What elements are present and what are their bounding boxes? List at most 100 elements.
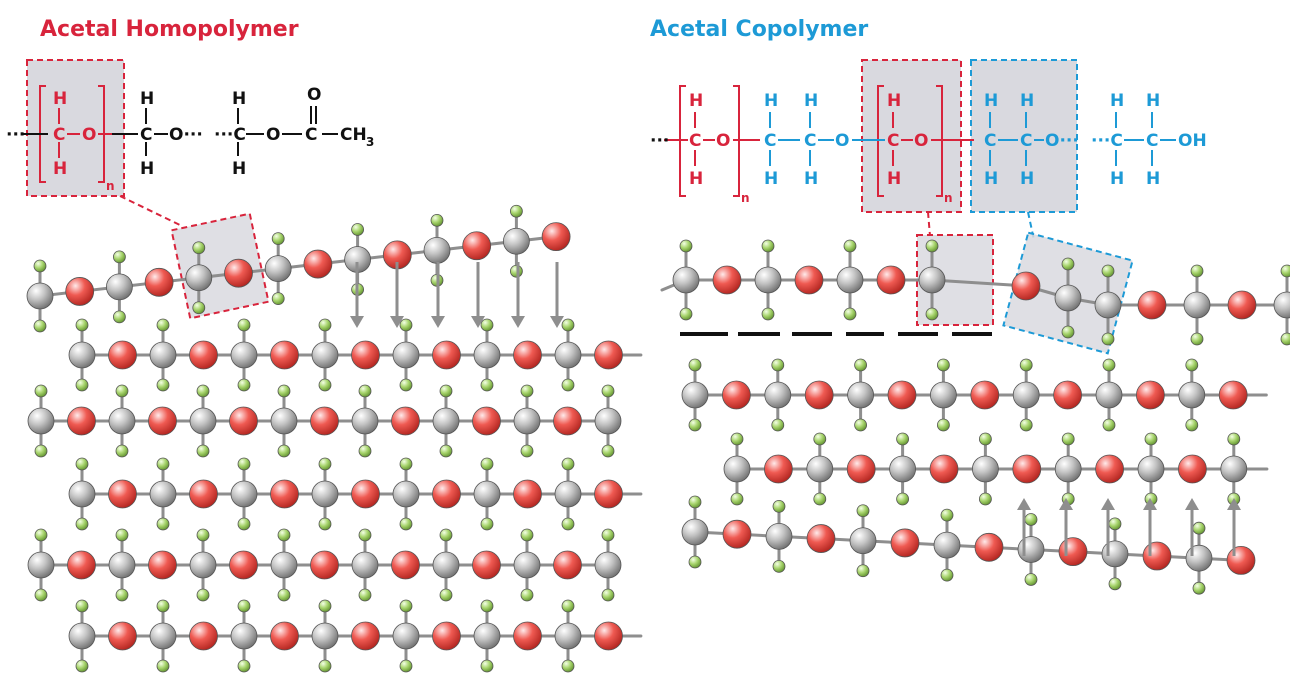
hydrogen-atom-icon	[601, 384, 615, 398]
hydrogen-atom-icon	[1144, 432, 1158, 446]
hydrogen-label: H	[232, 159, 246, 179]
hydrogen-atom-icon	[761, 239, 775, 253]
carbon-atom-icon	[351, 407, 379, 435]
hydrogen-label: H	[1110, 91, 1124, 111]
carbon-atom-icon	[672, 266, 700, 294]
hydrogen-atom-icon	[318, 517, 332, 531]
hydrogen-atom-icon	[854, 358, 867, 372]
hydrogen-atom-icon	[277, 588, 291, 602]
repeat-unit-highlight	[26, 59, 125, 197]
hydrogen-atom-icon	[156, 318, 170, 332]
oxygen-atom-icon	[1142, 541, 1172, 571]
oxygen-atom-icon	[846, 454, 876, 484]
hydrogen-label: H	[53, 159, 67, 179]
carbon-label: C	[1020, 131, 1032, 151]
carbon-atom-icon	[1178, 381, 1206, 409]
oxygen-atom-icon	[189, 479, 218, 509]
hydrogen-atom-icon	[34, 528, 48, 542]
oxygen-atom-icon	[148, 550, 177, 580]
hydrogen-atom-icon	[196, 528, 210, 542]
hydrogen-atom-icon	[772, 499, 786, 513]
copolymer-title: Acetal Copolymer	[650, 17, 868, 42]
hydroxyl-label: OH	[1178, 131, 1207, 151]
carbon-atom-icon	[1220, 455, 1248, 483]
carbon-atom-icon	[836, 266, 864, 294]
hydrogen-atom-icon	[277, 384, 291, 398]
oxygen-atom-icon	[144, 267, 174, 297]
oxygen-atom-icon	[270, 340, 299, 370]
oxygen-atom-icon	[351, 340, 380, 370]
hydrogen-atom-icon	[439, 588, 453, 602]
arrow-head-icon	[390, 316, 404, 328]
hydrogen-label: H	[689, 91, 703, 111]
oxygen-atom-icon	[553, 550, 582, 580]
hydrogen-atom-icon	[34, 588, 48, 602]
hydrogen-label: H	[764, 91, 778, 111]
hydrogen-atom-icon	[399, 599, 413, 613]
hydrogen-atom-icon	[318, 378, 332, 392]
hydrogen-atom-icon	[156, 517, 170, 531]
hydrogen-label: H	[1146, 91, 1160, 111]
carbon-atom-icon	[473, 480, 501, 508]
hydrogen-atom-icon	[156, 659, 170, 673]
hydrogen-atom-icon	[113, 310, 126, 324]
oxygen-atom-icon	[806, 524, 836, 553]
arrow-head-icon	[1101, 498, 1115, 510]
hydrogen-atom-icon	[1101, 332, 1115, 346]
oxygen-atom-icon	[462, 231, 492, 261]
hydrogen-atom-icon	[399, 378, 413, 392]
arrow-head-icon	[431, 316, 445, 328]
carbon-atom-icon	[972, 455, 999, 483]
hydrogen-atom-icon	[75, 517, 89, 531]
carbon-atom-icon	[108, 407, 136, 435]
carbon-atom-icon	[68, 622, 96, 650]
oxygen-atom-icon	[876, 265, 906, 295]
hydrogen-atom-icon	[510, 204, 523, 218]
oxygen-atom-icon	[432, 479, 461, 509]
oxygen-atom-icon	[1136, 380, 1165, 410]
hydrogen-label: H	[764, 169, 778, 189]
oxygen-atom-icon	[270, 621, 299, 651]
hydrogen-atom-icon	[771, 358, 785, 372]
hydrogen-atom-icon	[1190, 332, 1204, 346]
carbon-atom-icon	[27, 551, 55, 579]
carbon-atom-icon	[149, 341, 177, 369]
carbon-atom-icon	[554, 480, 582, 508]
hydrogen-atom-icon	[358, 384, 372, 398]
hydrogen-atom-icon	[688, 358, 702, 372]
hydrogen-atom-icon	[115, 444, 129, 458]
hydrogen-atom-icon	[1061, 257, 1075, 271]
oxygen-atom-icon	[1012, 454, 1042, 484]
hydrogen-atom-icon	[601, 528, 615, 542]
carbon-atom-icon	[473, 341, 501, 369]
hydrogen-atom-icon	[113, 250, 126, 264]
oxygen-atom-icon	[764, 454, 793, 484]
carbon-atom-icon	[432, 407, 460, 435]
hydrogen-atom-icon	[937, 358, 950, 372]
hydrogen-atom-icon	[399, 517, 413, 531]
hydrogen-atom-icon	[813, 492, 827, 506]
oxygen-atom-icon	[310, 550, 339, 580]
hydrogen-atom-icon	[75, 599, 89, 613]
hydrogen-atom-icon	[940, 508, 954, 522]
hydrogen-atom-icon	[192, 301, 206, 315]
oxygen-atom-icon	[108, 340, 137, 370]
hydrogen-atom-icon	[771, 418, 785, 432]
hydrogen-atom-icon	[1280, 264, 1290, 278]
hydrogen-atom-icon	[520, 588, 534, 602]
carbon-atom-icon	[432, 551, 460, 579]
hydrogen-atom-icon	[156, 378, 170, 392]
hydrogen-atom-icon	[237, 457, 251, 471]
oxygen-atom-icon	[1218, 380, 1248, 410]
oxygen-atom-icon	[224, 258, 253, 288]
hydrogen-atom-icon	[561, 457, 575, 471]
hydrogen-atom-icon	[561, 659, 575, 673]
carbon-atom-icon	[1017, 536, 1045, 563]
hydrogen-atom-icon	[318, 318, 332, 332]
repeat-unit-highlight	[861, 59, 962, 213]
end-group-start-label: ···C	[214, 125, 246, 145]
oxygen-atom-icon	[513, 621, 542, 651]
carbon-atom-icon	[930, 381, 957, 409]
hydrogen-atom-icon	[196, 384, 210, 398]
hydrogen-label: H	[984, 169, 998, 189]
